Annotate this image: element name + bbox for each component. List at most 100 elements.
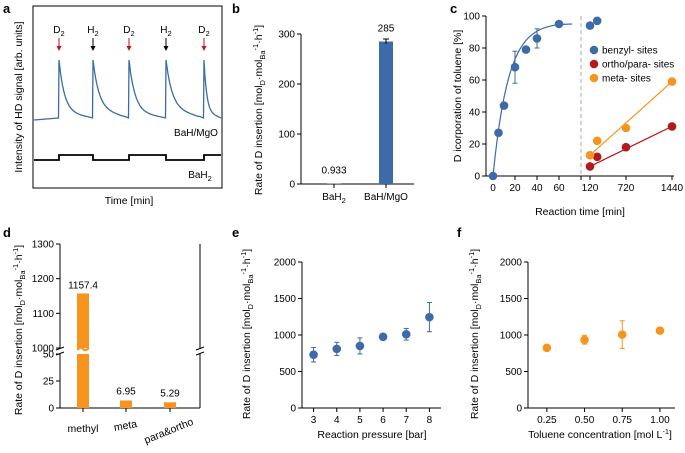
panel-a-frame bbox=[32, 5, 223, 189]
legend-marker bbox=[589, 59, 599, 69]
bar bbox=[379, 41, 393, 184]
panel-label-b: b bbox=[232, 1, 240, 16]
y-tick-label: 80 bbox=[469, 44, 481, 55]
series-label-bah-mgo: BaH/MgO bbox=[174, 128, 218, 139]
data-point bbox=[494, 128, 503, 138]
x-tick-label: 0.75 bbox=[612, 415, 632, 426]
y-tick-label: 100 bbox=[278, 130, 295, 141]
panel-label-a: a bbox=[3, 1, 11, 16]
data-point bbox=[532, 34, 542, 43]
y-tick-label: 0 bbox=[289, 180, 295, 191]
data-point bbox=[592, 16, 602, 26]
y-tick-label: 1000 bbox=[32, 344, 55, 355]
legend-label: benzyl- sites bbox=[602, 46, 658, 57]
y-tick-label: 200 bbox=[278, 80, 295, 91]
legend-label: meta- sites bbox=[602, 74, 651, 85]
gas-switch-arrow-head bbox=[163, 46, 169, 51]
gas-switch-label: H2 bbox=[87, 25, 98, 38]
data-label: 285 bbox=[378, 24, 395, 35]
data-point bbox=[521, 45, 531, 54]
data-point bbox=[309, 350, 318, 360]
x-axis-label: Time [min] bbox=[105, 195, 154, 207]
data-point bbox=[580, 335, 589, 345]
data-point bbox=[621, 142, 631, 152]
y-tick-label: 500 bbox=[505, 367, 522, 378]
data-point bbox=[554, 19, 564, 29]
y-tick-label: 1300 bbox=[32, 240, 55, 251]
x-tick-label: 8 bbox=[427, 415, 433, 426]
series-line-bah-mgo bbox=[33, 59, 222, 121]
panel-f: 0 500 1000 1500 2000 0.25 0.50 0.75 1.00Toluene … bbox=[467, 249, 675, 441]
y-tick-label: 50 bbox=[43, 350, 55, 361]
data-point bbox=[355, 341, 365, 351]
gas-switch-label: H2 bbox=[160, 25, 171, 38]
y-tick-label: 500 bbox=[279, 367, 296, 378]
gas-switch-arrow-head bbox=[201, 46, 207, 51]
y-tick-label: 0 bbox=[516, 404, 522, 415]
y-axis-label: Rate of D insertion [molD·molBa-1·h-1] bbox=[11, 245, 27, 415]
data-point bbox=[510, 62, 520, 72]
y-tick-label: 1500 bbox=[500, 294, 523, 305]
axis-break-mark bbox=[195, 351, 205, 356]
y-tick-label: 2000 bbox=[500, 258, 523, 269]
y-tick-label: 40 bbox=[469, 108, 481, 119]
x-tick-label: 720 bbox=[618, 183, 635, 194]
y-tick-label: 1500 bbox=[274, 294, 297, 305]
data-point bbox=[621, 123, 631, 133]
y-axis-label: Rate of D insertion [molD·molBa-1·h-1] bbox=[251, 25, 267, 195]
bar-upper-segment bbox=[77, 293, 89, 348]
bar bbox=[120, 400, 132, 408]
x-tick-label: 7 bbox=[403, 415, 409, 426]
data-point bbox=[488, 171, 498, 181]
legend-label: ortho/para- sites bbox=[602, 60, 674, 71]
y-tick-label: 20 bbox=[469, 140, 481, 151]
bar-break-squiggle bbox=[76, 346, 90, 352]
gas-switch-label: D2 bbox=[198, 25, 209, 38]
data-label: 0.933 bbox=[321, 166, 346, 177]
y-tick-label: 0 bbox=[48, 404, 54, 415]
x-tick-label: 0.25 bbox=[537, 415, 557, 426]
x-tick-label: methyl bbox=[68, 423, 99, 435]
panel-label-c: c bbox=[450, 1, 457, 16]
data-point bbox=[378, 332, 388, 342]
data-label: 5.29 bbox=[160, 388, 180, 399]
data-point bbox=[425, 312, 434, 322]
axis-break-mark bbox=[195, 346, 205, 351]
y-tick-label: 25 bbox=[43, 377, 55, 388]
x-axis-label: Reaction pressure [bar] bbox=[317, 429, 426, 441]
legend-marker bbox=[589, 45, 599, 55]
x-tick-label: 120 bbox=[582, 183, 599, 194]
panel-label-f: f bbox=[457, 225, 462, 240]
x-tick-label: 60 bbox=[553, 183, 565, 194]
data-point bbox=[401, 329, 411, 339]
bar-lower-segment bbox=[77, 354, 89, 408]
gas-switch-arrow-head bbox=[126, 46, 132, 51]
fit-line-red bbox=[589, 125, 673, 167]
data-point bbox=[499, 101, 509, 110]
x-tick-label: meta bbox=[113, 418, 138, 434]
y-tick-label: 300 bbox=[278, 30, 295, 41]
gas-switch-label: D2 bbox=[53, 25, 64, 38]
data-point bbox=[542, 343, 552, 353]
y-axis-label: Rate of D insertion [molD·molBa-1·h-1] bbox=[467, 249, 483, 419]
data-point bbox=[655, 326, 665, 335]
x-tick-label: 0 bbox=[490, 183, 496, 194]
fit-curve-benzyl bbox=[492, 23, 573, 177]
y-tick-label: 100 bbox=[463, 12, 480, 23]
panel-label-e: e bbox=[232, 225, 239, 240]
y-tick-label: 1000 bbox=[274, 331, 297, 342]
y-tick-label: 60 bbox=[469, 76, 481, 87]
x-tick-label: 20 bbox=[509, 183, 521, 194]
panel-a: D2 H2 D2 H2 D2 BaH/MgO BaH2 Time [min] Intensity… bbox=[13, 5, 223, 207]
y-tick-label: 2000 bbox=[274, 258, 297, 269]
x-tick-label: 5 bbox=[357, 415, 363, 426]
panel-label-d: d bbox=[3, 225, 11, 240]
y-tick-label: 0 bbox=[474, 172, 480, 183]
data-point bbox=[585, 162, 595, 171]
x-axis-label: Toluene concentration [mol L-1] bbox=[528, 427, 672, 441]
gas-switch-arrow-head bbox=[90, 46, 96, 51]
x-tick-label: 6 bbox=[380, 415, 386, 426]
y-axis-label: D icorporation of toluene [%] bbox=[452, 30, 464, 163]
